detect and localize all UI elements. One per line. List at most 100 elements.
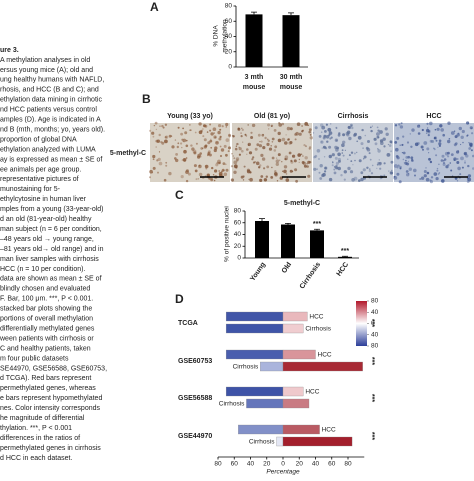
bar-label: HCC xyxy=(322,427,336,434)
nucleus xyxy=(211,166,214,170)
nucleus xyxy=(284,158,287,160)
nucleus xyxy=(164,136,167,139)
nucleus xyxy=(369,126,372,129)
nucleus xyxy=(237,127,240,130)
nucleus xyxy=(376,163,379,166)
hyper-bar xyxy=(282,386,304,397)
nucleus xyxy=(225,125,228,128)
nucleus xyxy=(446,151,450,155)
nucleus xyxy=(368,152,371,155)
nucleus xyxy=(225,122,229,127)
nucleus xyxy=(242,179,245,181)
nucleus xyxy=(285,178,290,182)
nucleus xyxy=(177,142,180,145)
nucleus xyxy=(405,156,409,159)
nucleus xyxy=(200,147,203,150)
nucleus xyxy=(337,166,342,171)
nucleus xyxy=(279,159,281,161)
nucleus xyxy=(283,165,288,169)
nucleus xyxy=(406,162,410,166)
nucleus xyxy=(399,167,402,170)
nucleus xyxy=(259,164,262,167)
nucleus xyxy=(185,170,189,175)
nucleus xyxy=(348,154,351,157)
nucleus xyxy=(378,159,380,161)
nucleus xyxy=(273,149,277,152)
nucleus xyxy=(353,176,358,181)
nucleus xyxy=(225,168,229,172)
caption-line: thylation. ***, P < 0.001 xyxy=(0,425,72,432)
nucleus xyxy=(303,164,307,168)
nucleus xyxy=(403,162,406,164)
nucleus xyxy=(155,128,158,131)
nucleus xyxy=(467,177,472,182)
nucleus xyxy=(342,154,345,157)
nucleus xyxy=(302,155,304,157)
nucleus xyxy=(308,130,312,134)
nucleus xyxy=(212,127,217,131)
caption-line: mples from a young (33-year-old) xyxy=(0,206,104,213)
nucleus xyxy=(180,175,184,179)
nucleus xyxy=(376,126,379,129)
nucleus xyxy=(318,171,321,174)
nucleus xyxy=(242,175,245,178)
nucleus xyxy=(330,123,332,125)
nucleus xyxy=(223,172,228,177)
nucleus xyxy=(238,153,241,156)
nucleus xyxy=(406,141,410,144)
nucleus xyxy=(199,155,202,158)
bar-label: HCC xyxy=(305,389,319,396)
panel-letter: A xyxy=(150,0,159,14)
nucleus xyxy=(182,127,185,130)
nucleus xyxy=(256,143,260,147)
nucleus xyxy=(347,125,352,130)
nucleus xyxy=(370,129,373,133)
caption-line: SE44970, GSE56588, GSE60753, xyxy=(0,365,107,372)
x-tick-label: Cirrhosis xyxy=(299,261,322,290)
nucleus xyxy=(260,153,264,157)
nucleus xyxy=(309,136,313,140)
nucleus xyxy=(195,178,198,181)
nucleus xyxy=(233,157,236,160)
colorbar xyxy=(356,301,367,346)
nucleus xyxy=(289,127,293,131)
caption-line: d HCC in each dataset. xyxy=(0,455,72,462)
nucleus xyxy=(435,177,439,181)
nucleus xyxy=(398,123,401,126)
nucleus xyxy=(274,145,278,149)
nucleus xyxy=(433,172,438,176)
nucleus xyxy=(361,128,364,132)
nucleus xyxy=(223,144,227,148)
nucleus xyxy=(250,136,254,139)
nucleus xyxy=(286,126,291,131)
nucleus xyxy=(295,179,298,183)
nucleus xyxy=(227,150,230,153)
nucleus xyxy=(288,151,292,155)
nucleus xyxy=(437,146,439,148)
nucleus xyxy=(206,173,210,177)
caption-line: stacked bar plots showing the xyxy=(0,306,92,313)
nucleus xyxy=(457,132,460,135)
nucleus xyxy=(457,166,461,171)
caption-line: m four public datasets xyxy=(0,355,69,362)
nucleus xyxy=(442,161,446,164)
nucleus xyxy=(371,125,373,127)
nucleus xyxy=(243,165,246,168)
caption-line: ethylation analyzed with LUMA xyxy=(0,146,96,153)
nucleus xyxy=(297,153,302,157)
nucleus xyxy=(360,171,364,175)
nucleus xyxy=(175,158,179,163)
nucleus xyxy=(467,164,470,168)
nucleus xyxy=(394,141,398,144)
nucleus xyxy=(436,169,439,172)
nucleus xyxy=(271,137,275,141)
nucleus xyxy=(419,178,422,180)
nucleus xyxy=(185,157,188,159)
nucleus xyxy=(277,153,281,157)
nucleus xyxy=(335,148,339,152)
nucleus xyxy=(268,147,273,151)
nucleus xyxy=(270,176,274,179)
nucleus xyxy=(158,151,161,153)
nucleus xyxy=(210,146,213,149)
nucleus xyxy=(286,158,288,160)
